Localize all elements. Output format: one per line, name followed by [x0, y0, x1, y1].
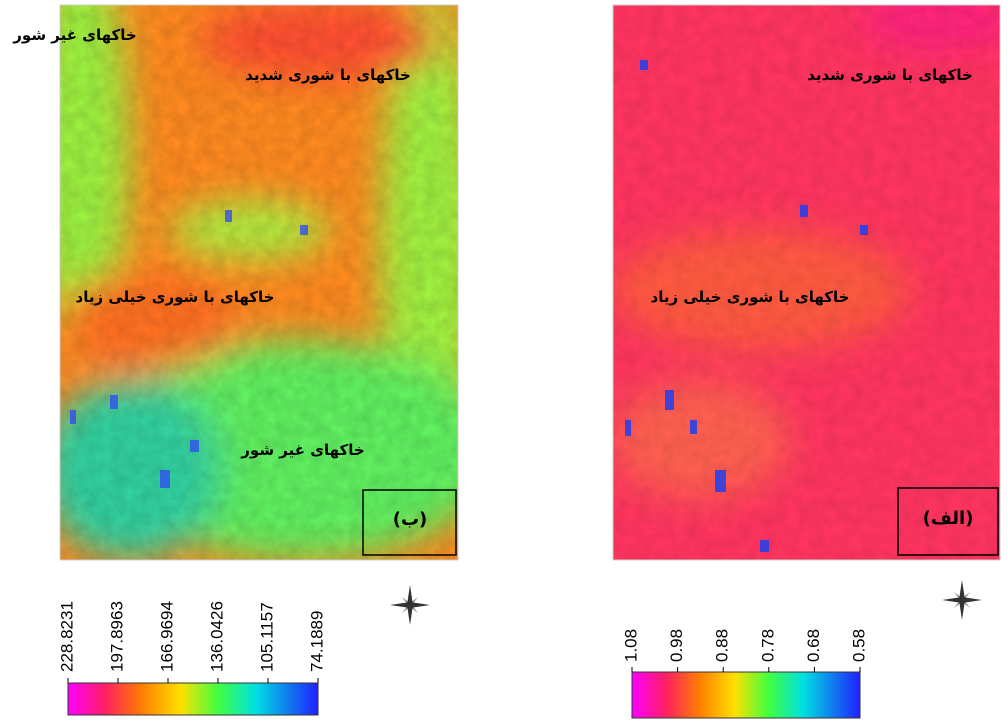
map-image-right: [613, 5, 1000, 560]
colorbar-tick-label: 1.08: [621, 629, 640, 662]
map-annotation: خاکهای با شوری شدید: [245, 66, 411, 84]
map-frame: [59, 4, 459, 561]
map-annotation: خاکهای با شوری شدید: [807, 66, 973, 84]
colorbar-tick-label: 0.78: [758, 629, 777, 662]
north-arrow: [390, 585, 430, 625]
colorbar: [631, 671, 861, 719]
map-image-left: [60, 5, 458, 560]
colorbar-tick-label: 197.8963: [107, 601, 126, 672]
colorbar: [67, 682, 319, 716]
map-annotation: خاکهای با شوری خیلی زیاد: [76, 288, 275, 306]
colorbar-tick-label: 0.68: [804, 629, 823, 662]
colorbar-tick-label: 136.0426: [207, 601, 226, 672]
colorbar-tick-label: 0.58: [849, 629, 868, 662]
panel-label-box: [897, 487, 999, 556]
map-annotation: خاکهای غیر شور: [12, 26, 136, 44]
colorbar-tick-label: 0.88: [713, 629, 732, 662]
colorbar-tick-label: 105.1157: [257, 602, 276, 672]
colorbar-tick-label: 74.1889: [307, 611, 326, 672]
north-arrow: [942, 580, 982, 620]
map-annotation: خاکهای با شوری خیلی زیاد: [651, 288, 850, 306]
colorbar-tick-label: 166.9694: [157, 601, 176, 672]
panel-label: (ب): [393, 509, 428, 530]
colorbar-tick-label: 0.98: [667, 629, 686, 662]
panel-label-box: [362, 489, 457, 556]
colorbar-tick-label: 228.8231: [57, 601, 76, 672]
map-frame: [612, 4, 1001, 561]
map-annotation: خاکهای غیر شور: [240, 441, 364, 459]
panel-label: (الف): [923, 508, 974, 529]
